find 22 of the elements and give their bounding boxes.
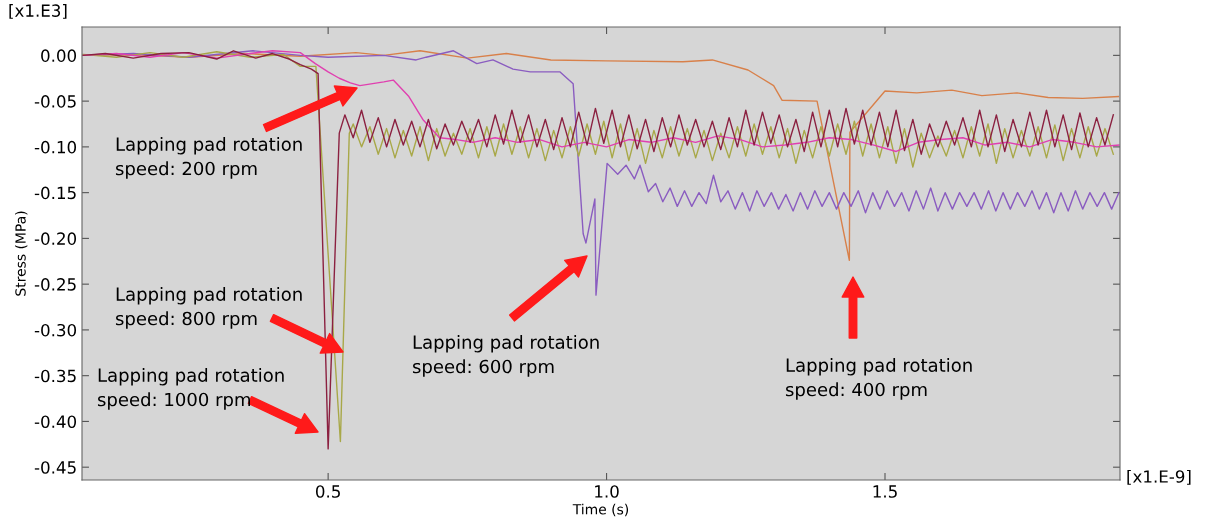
text: [x1.E3] (9, 4, 67, 19)
annotation: Lapping pad rotation speed: 400 rpm (785, 358, 972, 400)
text: [x1.E-9] (1127, 469, 1191, 485)
annotation: Lapping pad rotation speed: 800 rpm (115, 287, 302, 329)
annotation: Lapping pad rotation speed: 600 rpm (412, 335, 599, 377)
y-tick-label: -0.30 (34, 323, 77, 337)
y-tick-label: -0.25 (34, 278, 76, 291)
x-tick-label: 1.0 (595, 485, 619, 498)
y-tick-label: -0.35 (34, 369, 76, 383)
y-tick-label: -0.05 (34, 95, 76, 108)
y-tick-label: -0.15 (34, 186, 76, 200)
y-tick-label: -0.10 (34, 140, 77, 154)
annotation: Lapping pad rotation speed: 200 rpm (115, 137, 302, 179)
y-tick-label: -0.20 (34, 232, 77, 245)
y-tick-label: -0.40 (34, 415, 77, 428)
x-tick-label: 0.5 (315, 485, 340, 498)
y-axis-title: Stress (MPa) (15, 211, 28, 296)
annotation: Lapping pad rotation speed: 1000 rpm (97, 368, 284, 410)
x-axis-title: Time (s) (572, 503, 629, 517)
y-tick-label: 0.00 (41, 49, 77, 62)
y-tick-label: -0.45 (34, 461, 76, 474)
x-tick-label: 1.5 (873, 485, 897, 498)
